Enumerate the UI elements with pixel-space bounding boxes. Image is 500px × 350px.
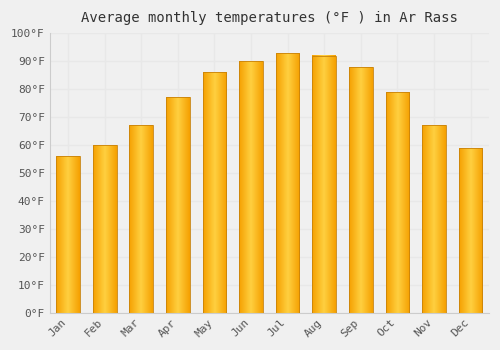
Bar <box>92 145 116 313</box>
Bar <box>56 156 80 313</box>
Bar <box>130 125 153 313</box>
Bar <box>166 98 190 313</box>
Bar <box>312 56 336 313</box>
Bar <box>239 61 263 313</box>
Title: Average monthly temperatures (°F ) in Ar Rass: Average monthly temperatures (°F ) in Ar… <box>81 11 458 25</box>
Bar <box>349 67 372 313</box>
Bar <box>276 53 299 313</box>
Bar <box>458 148 482 313</box>
Bar <box>422 125 446 313</box>
Bar <box>202 72 226 313</box>
Bar <box>386 92 409 313</box>
